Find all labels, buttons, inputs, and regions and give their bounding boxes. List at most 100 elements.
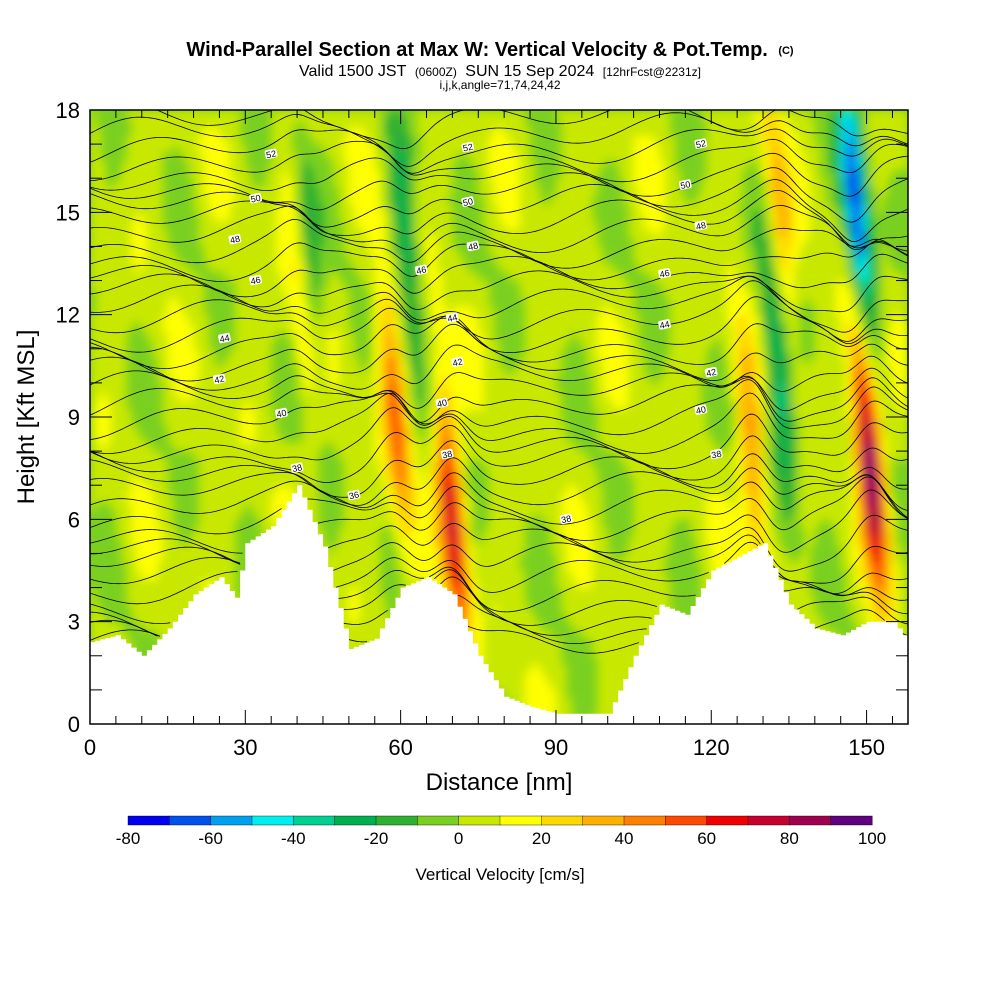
field-cell: [312, 502, 319, 512]
field-cell: [395, 502, 402, 512]
field-cell: [203, 212, 210, 222]
field-cell: [95, 382, 101, 393]
field-cell: [183, 297, 189, 307]
field-cell: [478, 587, 485, 597]
valid-time-prefix: Valid 1500 JST: [299, 63, 407, 80]
field-cell: [504, 203, 510, 213]
field-cell: [426, 408, 433, 418]
field-cell: [540, 647, 547, 657]
field-cell: [131, 110, 138, 120]
field-cell: [519, 254, 526, 265]
field-cell: [100, 323, 107, 333]
field-cell: [178, 314, 184, 324]
field-cell: [276, 493, 283, 503]
field-cell: [146, 331, 153, 341]
field-cell: [436, 203, 443, 213]
field-cell: [509, 536, 516, 546]
field-cell: [457, 263, 464, 273]
field-cell: [172, 399, 179, 410]
field-cell: [410, 561, 417, 572]
field-cell: [509, 195, 516, 205]
field-cell: [219, 493, 226, 503]
field-cell: [509, 493, 516, 503]
field-cell: [312, 323, 319, 333]
field-cell: [276, 476, 283, 486]
field-cell: [219, 237, 226, 248]
field-cell: [110, 263, 117, 273]
field-cell: [488, 502, 495, 512]
field-cell: [121, 382, 127, 393]
field-cell: [447, 485, 454, 495]
field-cell: [530, 306, 536, 316]
field-cell: [266, 331, 272, 341]
field-cell: [519, 365, 526, 375]
field-cell: [385, 357, 391, 367]
field-cell: [504, 382, 510, 393]
field-cell: [379, 596, 386, 606]
field-cell: [493, 399, 500, 410]
field-cell: [348, 212, 355, 222]
field-cell: [255, 254, 262, 265]
field-cell: [333, 178, 340, 188]
field-cell: [374, 476, 381, 486]
field-cell: [260, 399, 267, 410]
field-cell: [240, 399, 246, 410]
field-cell: [390, 144, 397, 154]
field-cell: [431, 186, 438, 196]
field-cell: [530, 476, 536, 486]
field-cell: [514, 118, 521, 128]
field-cell: [115, 297, 122, 307]
field-cell: [369, 570, 376, 580]
field-cell: [504, 579, 510, 589]
field-cell: [359, 374, 365, 384]
field-cell: [322, 323, 329, 333]
field-cell: [297, 451, 303, 461]
field-cell: [152, 280, 158, 290]
field-cell: [214, 561, 221, 572]
field-cell: [359, 229, 365, 239]
field-cell: [535, 306, 542, 316]
field-cell: [141, 314, 148, 324]
field-cell: [95, 340, 101, 350]
field-cell: [452, 348, 459, 358]
field-cell: [291, 254, 298, 265]
field-cell: [535, 698, 542, 708]
field-cell: [499, 485, 505, 495]
field-cell: [436, 169, 443, 179]
field-cell: [488, 613, 495, 623]
field-cell: [530, 374, 536, 384]
field-cell: [416, 502, 422, 512]
field-cell: [333, 144, 340, 154]
field-cell: [198, 570, 205, 580]
field-cell: [100, 263, 107, 273]
field-cell: [110, 212, 117, 222]
field-cell: [364, 561, 371, 572]
field-cell: [271, 417, 277, 427]
field-cell: [488, 647, 495, 657]
field-cell: [224, 527, 231, 537]
field-cell: [157, 110, 164, 120]
field-cell: [509, 664, 516, 674]
field-cell: [297, 442, 303, 452]
field-cell: [426, 212, 433, 222]
field-cell: [359, 417, 365, 427]
field-cell: [493, 451, 500, 461]
field-cell: [379, 468, 386, 478]
field-cell: [442, 459, 448, 469]
field-cell: [410, 323, 417, 333]
field-cell: [395, 246, 402, 256]
field-cell: [405, 502, 412, 512]
field-cell: [193, 340, 200, 350]
field-cell: [410, 331, 417, 341]
field-cell: [348, 254, 355, 265]
field-cell: [364, 144, 371, 154]
field-cell: [457, 323, 464, 333]
field-cell: [431, 203, 438, 213]
field-cell: [198, 502, 205, 512]
field-cell: [390, 297, 397, 307]
field-cell: [162, 493, 169, 503]
field-cell: [214, 178, 221, 188]
field-cell: [307, 127, 314, 137]
field-cell: [224, 442, 231, 452]
field-cell: [167, 357, 174, 367]
